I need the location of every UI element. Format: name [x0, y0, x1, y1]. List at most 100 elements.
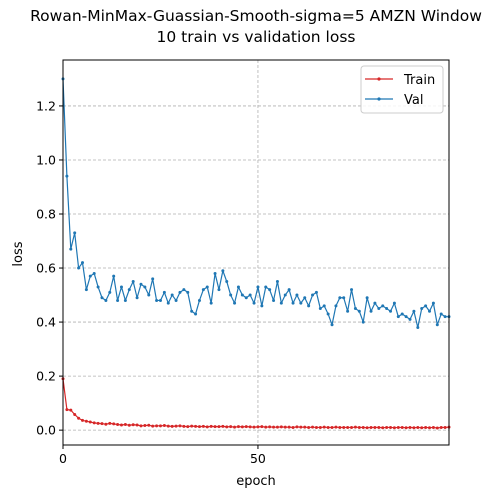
data-point-train: [92, 421, 96, 425]
data-point-train: [404, 426, 408, 430]
data-point-train: [330, 425, 334, 429]
data-point-train: [233, 425, 237, 429]
data-point-val: [377, 307, 381, 311]
y-tick-label: 0.8: [36, 207, 56, 222]
y-tick-label: 0.6: [36, 261, 56, 276]
data-point-train: [373, 425, 377, 429]
data-point-train: [73, 412, 77, 416]
data-point-train: [268, 425, 272, 429]
data-point-val: [400, 312, 404, 316]
data-point-train: [119, 423, 123, 427]
axes: [62, 59, 450, 446]
data-point-val: [322, 304, 326, 308]
series-line-train: [62, 378, 450, 429]
data-point-train: [361, 425, 365, 429]
data-point-val: [279, 301, 283, 305]
data-point-train: [155, 424, 159, 428]
legend-train-label: Train: [403, 73, 435, 88]
legend-val-label: Val: [404, 93, 423, 108]
data-point-train: [365, 426, 369, 430]
data-point-train: [416, 425, 420, 429]
data-point-val: [244, 296, 248, 300]
data-point-val: [311, 293, 315, 297]
data-point-train: [80, 418, 84, 422]
data-point-val: [412, 309, 416, 313]
data-point-train: [252, 425, 256, 429]
data-point-train: [392, 426, 396, 430]
data-point-val: [190, 309, 194, 313]
data-point-val: [182, 288, 186, 292]
data-point-train: [346, 425, 350, 429]
data-point-val: [385, 307, 389, 311]
data-point-val: [186, 290, 190, 294]
legend: Train Val: [360, 65, 444, 114]
data-point-val: [143, 285, 147, 289]
data-point-train: [272, 425, 276, 429]
data-point-val: [209, 301, 213, 305]
data-point-train: [443, 425, 447, 429]
data-point-val: [365, 296, 369, 300]
data-point-val: [431, 301, 435, 305]
data-point-val: [361, 320, 365, 324]
plot-frame: [62, 59, 450, 446]
x-axis-label: epoch: [236, 474, 276, 489]
data-point-train: [428, 426, 432, 430]
legend-train-marker: [377, 77, 381, 81]
data-point-train: [104, 422, 108, 426]
x-tick-label: 0: [59, 451, 67, 466]
data-point-train: [131, 423, 135, 427]
y-axis-label: loss: [11, 241, 26, 266]
chart-title-line-1: Rowan-MinMax-Guassian-Smooth-sigma=5 AMZ…: [30, 7, 482, 25]
data-point-train: [236, 425, 240, 429]
data-point-val: [233, 301, 237, 305]
data-point-train: [112, 422, 116, 426]
data-point-train: [240, 425, 244, 429]
y-tick-label: 1.2: [36, 98, 56, 113]
data-point-train: [174, 424, 178, 428]
data-point-train: [326, 425, 330, 429]
data-point-train: [108, 421, 112, 425]
data-point-val: [240, 293, 244, 297]
data-point-train: [197, 425, 201, 429]
data-point-train: [287, 425, 291, 429]
data-point-val: [236, 285, 240, 289]
data-point-val: [420, 307, 424, 311]
data-point-val: [389, 309, 393, 313]
data-point-train: [100, 422, 104, 426]
data-point-val: [65, 174, 69, 178]
data-point-val: [318, 307, 322, 311]
data-point-train: [182, 424, 186, 428]
data-point-val: [96, 285, 100, 289]
data-point-val: [201, 288, 205, 292]
data-point-train: [158, 424, 162, 428]
series-line-val: [62, 78, 449, 329]
data-point-train: [264, 425, 268, 429]
data-point-val: [346, 309, 350, 313]
data-point-train: [248, 425, 252, 429]
data-point-val: [260, 304, 264, 308]
data-point-val: [428, 309, 432, 313]
data-point-val: [213, 271, 217, 275]
data-point-train: [186, 425, 190, 429]
data-point-val: [229, 293, 233, 297]
data-point-val: [334, 304, 338, 308]
data-point-train: [194, 424, 198, 428]
data-point-train: [431, 425, 435, 429]
data-point-val: [392, 301, 396, 305]
data-point-train: [408, 425, 412, 429]
data-point-train: [435, 426, 439, 430]
data-point-train: [244, 425, 248, 429]
data-point-val: [178, 290, 182, 294]
legend-box: [360, 65, 444, 114]
data-point-val: [77, 266, 81, 270]
data-point-train: [135, 423, 139, 427]
data-point-val: [166, 301, 170, 305]
data-point-val: [69, 247, 73, 251]
data-point-train: [147, 423, 151, 427]
data-point-train: [439, 425, 443, 429]
data-point-val: [92, 271, 96, 275]
data-point-train: [350, 425, 354, 429]
data-point-val: [350, 288, 354, 292]
data-point-val: [88, 274, 92, 278]
